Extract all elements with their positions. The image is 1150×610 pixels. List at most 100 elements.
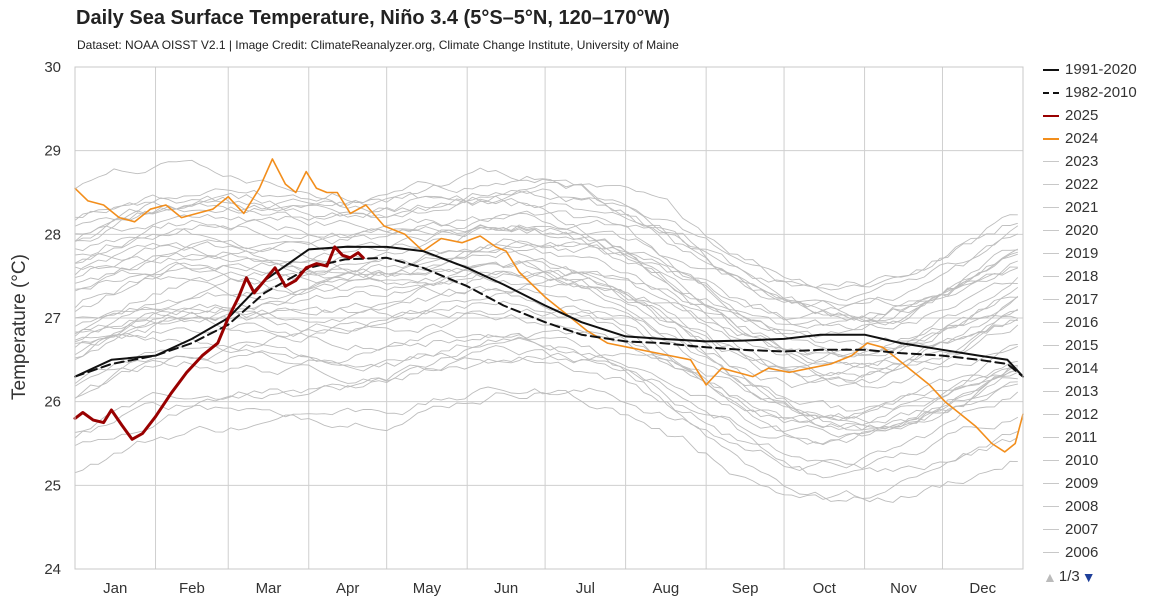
x-tick-label: Oct: [813, 580, 837, 597]
legend-swatch: [1043, 91, 1059, 94]
x-tick-label: Nov: [890, 580, 917, 597]
legend-label: 2020: [1065, 222, 1099, 239]
background-year-line: [74, 181, 1019, 301]
background-year-line: [74, 277, 1019, 385]
legend-label: 2007: [1065, 521, 1099, 538]
series-lines: [73, 158, 1024, 453]
legend-label: 2012: [1065, 406, 1099, 423]
legend-label: 2017: [1065, 291, 1099, 308]
legend-swatch: [1043, 322, 1059, 323]
legend-label: 2018: [1065, 268, 1099, 285]
legend-label: 2021: [1065, 199, 1099, 216]
legend-item-2008[interactable]: 2008: [1043, 495, 1148, 518]
legend-item-2017[interactable]: 2017: [1043, 288, 1148, 311]
legend-item-2018[interactable]: 2018: [1043, 265, 1148, 288]
legend-item-2019[interactable]: 2019: [1043, 242, 1148, 265]
legend-item-2009[interactable]: 2009: [1043, 472, 1148, 495]
plot-frame: [74, 66, 1024, 570]
legend-label: 2011: [1065, 429, 1098, 446]
legend-item-2024[interactable]: 2024: [1043, 127, 1148, 150]
x-tick-label: Sep: [732, 580, 759, 597]
legend-swatch: [1043, 68, 1059, 71]
x-tick-label: Feb: [179, 580, 205, 597]
background-year-line: [74, 243, 1018, 322]
legend-item-2010[interactable]: 2010: [1043, 449, 1148, 472]
background-year-line: [74, 386, 1018, 500]
legend-swatch: [1043, 529, 1059, 530]
legend-item-2006[interactable]: 2006: [1043, 541, 1148, 564]
x-tick-label: May: [413, 580, 442, 597]
legend: 1991-2020 1982-2010 2025 2024 2023 2022 2021 20…: [1043, 58, 1148, 564]
legend-item-2012[interactable]: 2012: [1043, 403, 1148, 426]
background-year-line: [74, 214, 1018, 358]
legend-item-2023[interactable]: 2023: [1043, 150, 1148, 173]
legend-item-2016[interactable]: 2016: [1043, 311, 1148, 334]
triangle-down-icon[interactable]: ▼: [1081, 568, 1096, 585]
legend-swatch: [1043, 506, 1059, 507]
legend-label: 2016: [1065, 314, 1099, 331]
legend-label: 2025: [1065, 107, 1099, 124]
series-line-1982-2010: [74, 256, 1024, 378]
background-year-line: [74, 224, 1018, 338]
legend-item-2021[interactable]: 2021: [1043, 196, 1148, 219]
legend-label: 2013: [1065, 383, 1099, 400]
legend-swatch: [1043, 253, 1059, 254]
legend-swatch: [1043, 391, 1059, 392]
legend-swatch: [1043, 114, 1059, 117]
legend-swatch: [1043, 276, 1059, 277]
legend-label: 2006: [1065, 544, 1099, 561]
legend-label: 1991-2020: [1065, 61, 1137, 78]
x-tick-labels: Jan Feb Mar Apr May Jun Jul Aug Sep Oct Nov Dec: [103, 580, 996, 597]
legend-item-2011[interactable]: 2011: [1043, 426, 1148, 449]
legend-item-2014[interactable]: 2014: [1043, 357, 1148, 380]
legend-swatch: [1043, 184, 1059, 185]
legend-label: 2010: [1065, 452, 1099, 469]
background-year-line: [74, 329, 1018, 429]
legend-swatch: [1043, 299, 1059, 300]
background-year-line: [74, 311, 1019, 479]
legend-item-2015[interactable]: 2015: [1043, 334, 1148, 357]
y-tick-labels: 24 25 26 27 28 29 30: [44, 59, 61, 578]
background-year-line: [74, 343, 1018, 447]
legend-swatch: [1043, 161, 1059, 162]
legend-label: 2024: [1065, 130, 1099, 147]
background-year-line: [74, 312, 1018, 438]
legend-label: 2014: [1065, 360, 1099, 377]
legend-item-2025[interactable]: 2025: [1043, 104, 1148, 127]
chart-title: Daily Sea Surface Temperature, Niño 3.4 …: [76, 7, 670, 29]
legend-swatch: [1043, 368, 1059, 369]
legend-label: 2022: [1065, 176, 1099, 193]
legend-page-indicator: 1/3: [1058, 568, 1080, 585]
background-year-line: [74, 195, 1019, 378]
background-year-line: [74, 212, 1018, 311]
legend-label: 1982-2010: [1065, 84, 1137, 101]
background-year-line: [74, 188, 1019, 345]
legend-item-1982-2010[interactable]: 1982-2010: [1043, 81, 1148, 104]
background-year-line: [74, 224, 1019, 362]
legend-item-2013[interactable]: 2013: [1043, 380, 1148, 403]
legend-item-1991-2020[interactable]: 1991-2020: [1043, 58, 1148, 81]
background-year-line: [74, 238, 1018, 326]
legend-swatch: [1043, 483, 1059, 484]
legend-label: 2008: [1065, 498, 1099, 515]
triangle-up-icon[interactable]: ▲: [1043, 568, 1057, 585]
legend-label: 2023: [1065, 153, 1099, 170]
background-year-line: [74, 214, 1018, 309]
chart-subtitle: Dataset: NOAA OISST V2.1 | Image Credit:…: [77, 38, 679, 52]
legend-swatch: [1043, 230, 1059, 231]
legend-item-2007[interactable]: 2007: [1043, 518, 1148, 541]
y-tick-label: 28: [44, 226, 61, 243]
legend-swatch: [1043, 552, 1059, 553]
legend-item-2022[interactable]: 2022: [1043, 173, 1148, 196]
y-tick-label: 29: [44, 143, 61, 160]
background-year-line: [74, 175, 1018, 291]
legend-item-2020[interactable]: 2020: [1043, 219, 1148, 242]
x-tick-label: Mar: [256, 580, 282, 597]
legend-label: 2015: [1065, 337, 1099, 354]
y-tick-label: 30: [44, 59, 61, 76]
x-tick-label: Jan: [103, 580, 127, 597]
legend-swatch: [1043, 414, 1059, 415]
series-line-2024: [74, 158, 1024, 453]
y-tick-label: 26: [44, 394, 61, 411]
